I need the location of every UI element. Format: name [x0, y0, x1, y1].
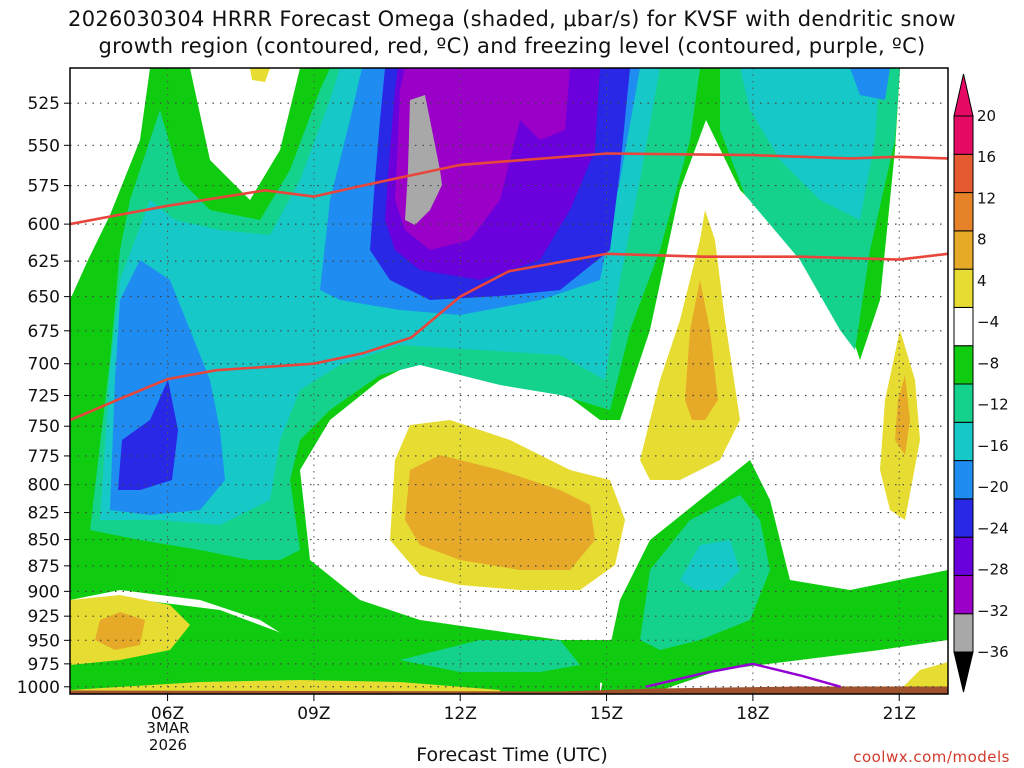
- y-tick-label: 675: [28, 322, 60, 342]
- y-tick-label: 900: [28, 582, 60, 602]
- y-axis-labels: 525 550 575 600 625 650 675 700 725 750 775 800 825 8…: [17, 94, 70, 698]
- gridlines: [70, 68, 948, 694]
- y-tick-label: 925: [28, 607, 60, 627]
- date-label-year: 2026: [148, 736, 188, 754]
- colorbar-label: −8: [977, 354, 999, 372]
- title-line-1: 2026030304 HRRR Forecast Omega (shaded, …: [68, 7, 956, 31]
- x-tick-label: 09Z: [297, 704, 330, 724]
- colorbar-label: −12: [977, 396, 1009, 414]
- colorbar-label: 20: [977, 107, 996, 125]
- y-tick-label: 575: [28, 177, 60, 197]
- colorbar-label: −4: [977, 313, 999, 331]
- colorbar-segment: [953, 460, 974, 500]
- chart-title: 2026030304 HRRR Forecast Omega (shaded, …: [0, 6, 1024, 60]
- colorbar-segment: [953, 536, 974, 576]
- y-tick-label: 650: [28, 288, 60, 308]
- x-axis-title: Forecast Time (UTC): [416, 744, 608, 766]
- x-tick-label: 21Z: [883, 704, 916, 724]
- x-tick-label: 18Z: [736, 704, 769, 724]
- date-label-month: 3MAR: [146, 719, 190, 737]
- colorbar-segment: [953, 383, 974, 423]
- x-tick-label: 15Z: [590, 704, 623, 724]
- colorbar-segment: [953, 192, 974, 232]
- freezing-level-line: [645, 662, 842, 688]
- colorbar-segment: [953, 115, 974, 155]
- x-axis-labels: 06Z 09Z 12Z 15Z 18Z 21Z: [151, 694, 916, 724]
- colorbar-segment: [953, 268, 974, 308]
- colorbar-segment: [953, 574, 974, 615]
- dgz-contours: [70, 152, 948, 422]
- terrain-surface: [70, 686, 948, 694]
- colorbar-min-triangle: [953, 651, 974, 693]
- colorbar-label: −32: [977, 602, 1009, 620]
- colorbar-label: −36: [977, 643, 1009, 661]
- colorbar-segment: [953, 498, 974, 538]
- y-tick-label: 800: [28, 476, 60, 496]
- colorbar-label: −20: [977, 478, 1009, 496]
- colorbar-label: 12: [977, 189, 996, 207]
- dgz-contour-line: [70, 252, 948, 422]
- credit-link[interactable]: coolwx.com/models: [853, 748, 1010, 766]
- colorbar-segment: [953, 153, 974, 194]
- terrain-band: [70, 686, 948, 694]
- colorbar-label: 4: [977, 272, 987, 290]
- colorbar-segment: [953, 345, 974, 385]
- colorbar-segment: [953, 421, 974, 462]
- x-tick-label: 12Z: [444, 704, 477, 724]
- y-tick-label: 625: [28, 252, 60, 272]
- y-tick-label: 975: [28, 655, 60, 675]
- y-tick-label: 1000: [17, 678, 60, 698]
- title-line-2: growth region (contoured, red, ºC) and f…: [98, 34, 926, 58]
- omega-shading: [70, 68, 948, 694]
- colorbar: 20 16 12 8 4 −4 −8 −12 −16 −20 −24 −28 −32 −36: [953, 73, 1009, 693]
- y-tick-label: 525: [28, 94, 60, 114]
- colorbar-segment: [953, 306, 974, 347]
- colorbar-label: −16: [977, 437, 1009, 455]
- dgz-contour-line: [70, 152, 948, 226]
- colorbar-label: −28: [977, 561, 1009, 579]
- y-tick-label: 550: [28, 136, 60, 156]
- plot-frame: [69, 67, 949, 695]
- date-label: 3MAR 2026: [130, 720, 206, 754]
- colorbar-label: 8: [977, 231, 987, 249]
- freezing-level-contour: [645, 662, 842, 688]
- colorbar-max-triangle: [953, 73, 974, 117]
- y-tick-label: 950: [28, 631, 60, 651]
- y-tick-label: 600: [28, 215, 60, 235]
- x-tick-label: 06Z: [151, 704, 184, 724]
- y-tick-label: 725: [28, 387, 60, 407]
- colorbar-segment: [953, 613, 974, 653]
- y-tick-label: 825: [28, 504, 60, 524]
- colorbar-label: 16: [977, 148, 996, 166]
- y-tick-label: 775: [28, 447, 60, 467]
- colorbar-segment: [953, 230, 974, 270]
- y-tick-label: 850: [28, 531, 60, 551]
- y-tick-label: 700: [28, 355, 60, 375]
- y-tick-label: 750: [28, 417, 60, 437]
- y-tick-label: 875: [28, 557, 60, 577]
- colorbar-label: −24: [977, 519, 1009, 537]
